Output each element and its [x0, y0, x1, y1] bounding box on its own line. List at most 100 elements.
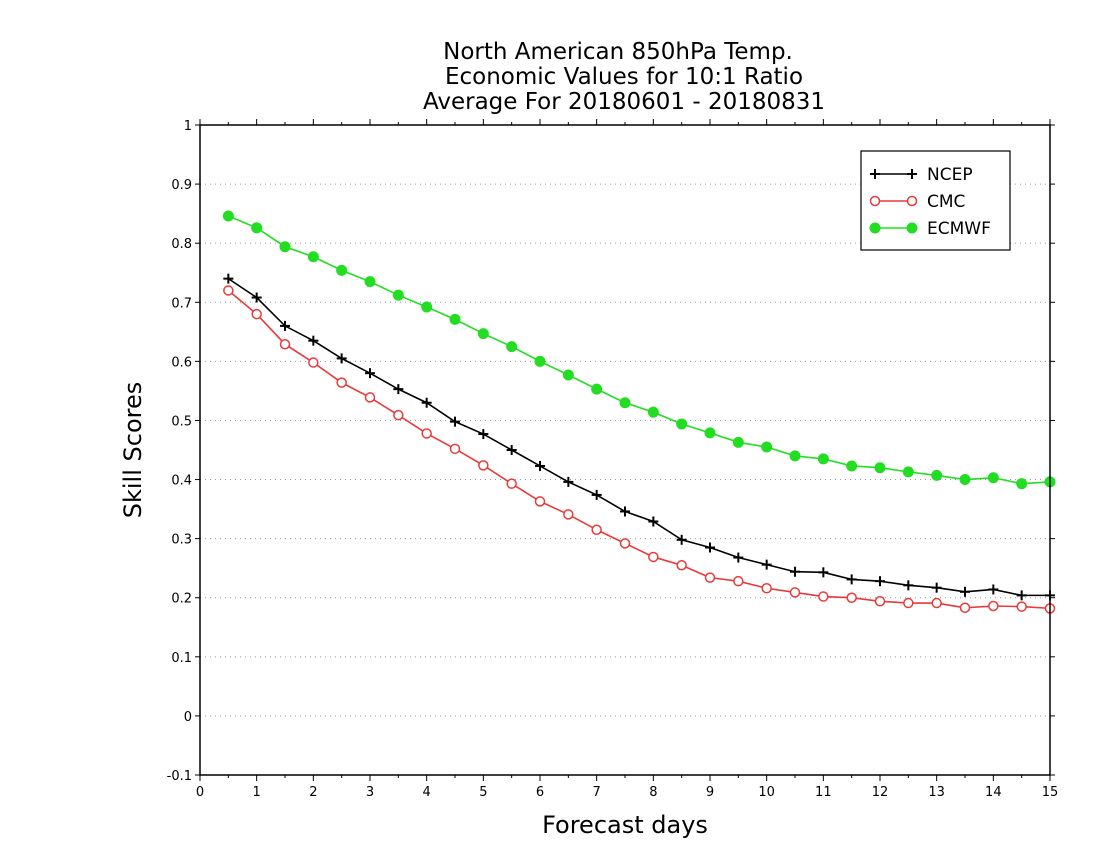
x-tick-label: 15 [1042, 785, 1059, 800]
data-point-cmc [563, 509, 574, 520]
legend-marker-ncep [907, 169, 917, 179]
data-point-ncep [223, 273, 234, 284]
y-axis-label: Skill Scores [119, 382, 147, 519]
axis-ticks: -0.100.10.20.30.40.50.60.70.80.910 1 2 3 4 5 6… [167, 119, 1059, 800]
data-point-ecmwf [307, 251, 319, 263]
data-point-ncep [1016, 590, 1027, 601]
data-point-ncep [393, 384, 404, 395]
data-point-cmc [988, 600, 999, 612]
data-point-ecmwf [591, 383, 603, 395]
data-point-ecmwf [817, 453, 829, 465]
x-tick-label: 11 [815, 785, 832, 800]
legend-label-ecmwf: ECMWF [927, 219, 991, 239]
data-point-ncep [280, 320, 290, 331]
data-point-ncep [478, 429, 489, 440]
x-tick-label: 9 [706, 785, 714, 800]
x-tick-label: 8 [649, 785, 657, 800]
y-tick-label: 0.1 [171, 651, 192, 666]
data-point-cmc [903, 597, 914, 609]
data-point-cmc [619, 538, 631, 549]
data-point-ncep [336, 353, 347, 364]
y-tick-label: 0.5 [171, 414, 192, 429]
series-line-ecmwf [228, 215, 1051, 485]
x-tick-label: 2 [309, 785, 317, 800]
data-point-ecmwf [562, 369, 574, 381]
chart-title-line-3: Average For 20180601 - 20180831 [423, 89, 825, 115]
x-tick-label: 1 [253, 785, 261, 800]
data-point-ncep [705, 542, 715, 553]
chart-title: North American 850hPa Temp. Economic Val… [423, 39, 825, 115]
series-ecmwf [222, 210, 1056, 490]
data-point-ncep [733, 552, 744, 563]
data-point-ecmwf [477, 328, 489, 340]
data-point-cmc [789, 587, 801, 598]
data-point-ncep [421, 397, 432, 408]
y-tick-label: 0.3 [171, 533, 192, 548]
data-point-ecmwf [1016, 478, 1028, 490]
data-point-ncep [676, 534, 687, 545]
chart-title-line-2: Economic Values for 10:1 Ratio [445, 64, 803, 90]
data-point-ecmwf [336, 264, 348, 276]
series-line-ncep [227, 277, 1050, 597]
x-tick-label: 5 [479, 785, 487, 800]
data-point-ncep [960, 586, 970, 597]
y-tick-label: 0.7 [171, 296, 192, 311]
data-point-ncep [648, 516, 659, 527]
data-point-ncep [846, 574, 857, 585]
data-point-cmc [591, 524, 602, 536]
data-series [222, 210, 1056, 614]
y-tick-label: 0.4 [171, 474, 192, 489]
data-point-cmc [421, 428, 432, 439]
data-point-cmc [931, 597, 942, 609]
x-tick-label: 13 [928, 785, 945, 800]
data-point-cmc [251, 308, 262, 320]
data-point-cmc [223, 285, 234, 296]
data-point-ecmwf [619, 397, 631, 409]
x-tick-label: 6 [536, 785, 544, 800]
data-point-ecmwf [732, 436, 744, 448]
legend-marker-ncep [870, 169, 880, 179]
data-point-ecmwf [421, 301, 433, 313]
data-point-ecmwf [279, 241, 291, 253]
y-tick-label: -0.1 [167, 769, 192, 784]
data-point-ncep [251, 292, 262, 303]
data-point-ecmwf [506, 341, 518, 353]
data-point-ecmwf [789, 450, 801, 462]
data-point-cmc [308, 357, 319, 368]
data-point-cmc [648, 551, 659, 563]
data-point-ncep [308, 335, 319, 346]
data-point-cmc [846, 592, 857, 603]
legend-marker-ecmwf [906, 222, 918, 234]
chart-title-line-1: North American 850hPa Temp. [443, 39, 793, 65]
data-point-ecmwf [392, 289, 404, 301]
data-point-ncep [591, 489, 602, 500]
data-point-ncep [450, 416, 460, 427]
data-point-ncep [931, 582, 942, 593]
data-point-ecmwf [931, 469, 943, 481]
data-point-cmc [761, 583, 772, 594]
legend-marker-cmc [906, 195, 918, 207]
data-point-cmc [704, 572, 716, 583]
y-tick-label: 0.6 [171, 355, 192, 370]
data-point-ncep [903, 580, 914, 591]
x-axis-label: Forecast days [542, 811, 708, 839]
data-point-cmc [733, 575, 744, 587]
plot-frame [199, 124, 1051, 776]
y-tick-label: 0.9 [171, 178, 192, 193]
data-point-ecmwf [874, 462, 886, 474]
data-point-ecmwf [222, 210, 234, 222]
x-tick-label: 0 [196, 785, 204, 800]
data-point-ncep [620, 506, 630, 517]
data-point-ncep [988, 584, 999, 595]
data-point-cmc [676, 559, 687, 571]
data-point-ncep [875, 576, 885, 587]
x-tick-label: 3 [366, 785, 374, 800]
data-point-ncep [761, 559, 772, 570]
data-point-ecmwf [676, 418, 688, 430]
data-point-ecmwf [704, 427, 716, 439]
data-point-cmc [874, 596, 886, 607]
data-point-cmc [818, 591, 829, 602]
data-point-cmc [279, 338, 291, 350]
data-point-ncep [365, 368, 375, 379]
